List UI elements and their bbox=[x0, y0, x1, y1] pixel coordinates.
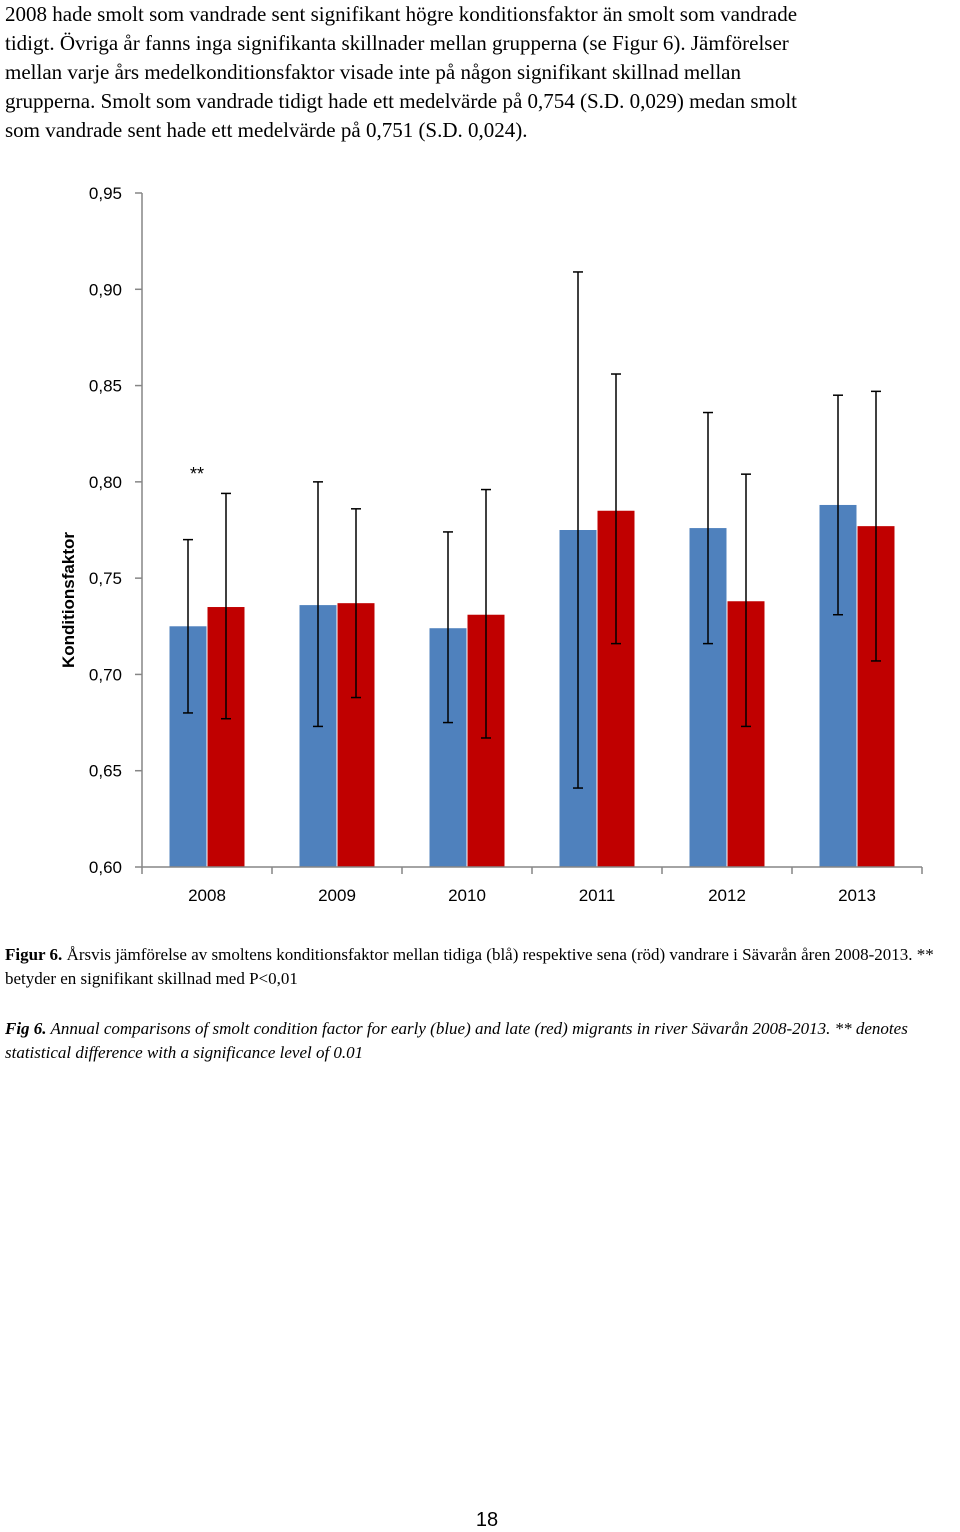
intro-line: 2008 hade smolt som vandrade sent signif… bbox=[5, 2, 798, 26]
intro-line: som vandrade sent hade ett medelvärde på… bbox=[5, 118, 528, 142]
x-tick-label: 2012 bbox=[708, 886, 746, 905]
y-tick-label: 0,75 bbox=[89, 569, 122, 588]
figure-caption-label: Figur 6. bbox=[5, 945, 63, 964]
y-tick-label: 0,80 bbox=[89, 473, 122, 492]
x-tick-label: 2011 bbox=[579, 886, 616, 905]
y-tick-label: 0,95 bbox=[89, 184, 122, 203]
y-tick-label: 0,85 bbox=[89, 377, 122, 396]
x-tick-label: 2008 bbox=[188, 886, 226, 905]
condition-factor-chart: 0,95 0,90 0,85 0,80 0,75 0,70 0,65 0,60 Konditio… bbox=[59, 184, 923, 905]
intro-line: grupperna. Smolt som vandrade tidigt had… bbox=[5, 89, 797, 113]
figure-caption-text: Årsvis jämförelse av smoltens konditions… bbox=[5, 945, 934, 988]
page-number: 18 bbox=[475, 1509, 499, 1531]
x-tick-label: 2010 bbox=[448, 886, 486, 905]
x-tick-label: 2009 bbox=[318, 886, 356, 905]
figure-caption-swedish: Figur 6. Årsvis jämförelse av smoltens k… bbox=[5, 943, 955, 991]
intro-line: mellan varje års medelkonditionsfaktor v… bbox=[5, 60, 741, 84]
intro-paragraph: 2008 hade smolt som vandrade sent signif… bbox=[5, 0, 960, 145]
y-tick-label: 0,60 bbox=[89, 858, 122, 877]
x-tick-label: 2013 bbox=[838, 886, 876, 905]
figure-caption-text: Annual comparisons of smolt condition fa… bbox=[5, 1019, 908, 1062]
y-tick-label: 0,90 bbox=[89, 280, 122, 299]
figure-caption-english: Fig 6. Annual comparisons of smolt condi… bbox=[5, 1017, 955, 1065]
figure-caption-label: Fig 6. bbox=[5, 1019, 47, 1038]
y-axis-label: Konditionsfaktor bbox=[59, 532, 78, 668]
y-tick-label: 0,70 bbox=[89, 665, 122, 684]
y-tick-label: 0,65 bbox=[89, 762, 122, 781]
intro-line: tidigt. Övriga år fanns inga signifikant… bbox=[5, 31, 789, 55]
significance-marker: ** bbox=[190, 464, 204, 484]
